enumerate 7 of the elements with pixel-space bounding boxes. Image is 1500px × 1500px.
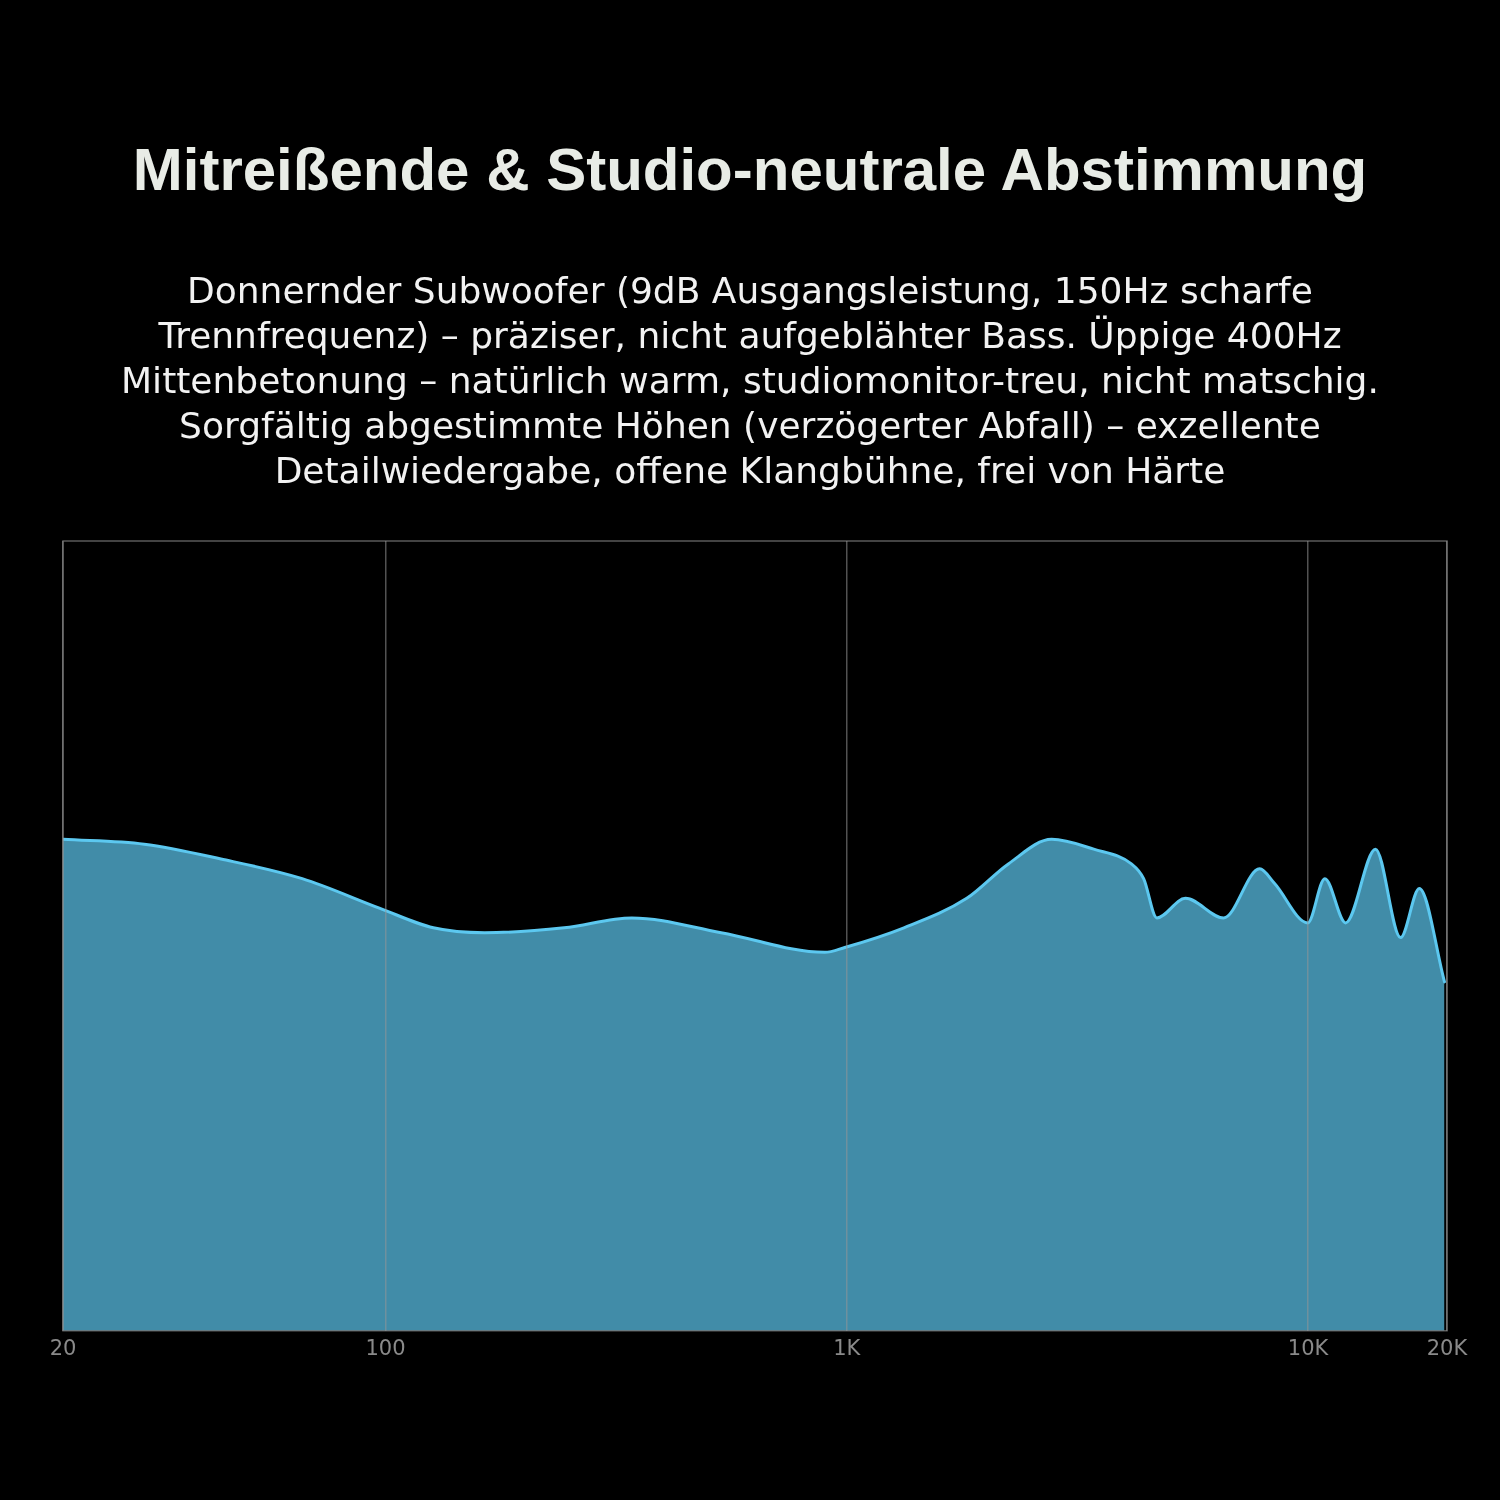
x-tick-label: 20 [49,1335,77,1360]
chart-title: Mitreißende & Studio-neutrale Abstimmung [131,135,1369,204]
x-tick-label: 10K [1287,1335,1330,1360]
chart-subtitle: Donnernder Subwoofer (9dB Ausgangsleistung, 150Hz scharfe Trennfrequenz) – präziser, nicht aufgeblähter Bass. Üppige 400Hz Mittenbetonung – natürlich warm, studiomonitor-treu, nicht matschig. Sorgfältig abgestimmte Höhen (verzögerter Abfall) – exzellente Detailwiedergabe, offene Klangbühne, frei von Härte [120,269,1380,493]
x-tick-label: 1K [833,1335,862,1360]
x-tick-label: 20K [1426,1335,1469,1360]
x-tick-label: 100 [365,1335,406,1360]
